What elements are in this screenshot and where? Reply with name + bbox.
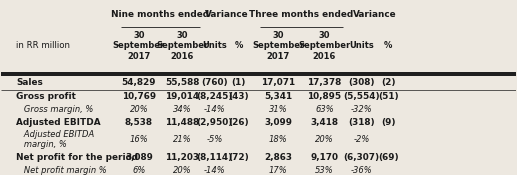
Text: 2,863: 2,863 — [264, 153, 292, 162]
Text: Variance: Variance — [353, 10, 397, 19]
Text: (760): (760) — [201, 78, 228, 87]
Text: (318): (318) — [348, 118, 375, 127]
Text: (2): (2) — [381, 78, 396, 87]
Text: (26): (26) — [229, 118, 249, 127]
Text: 30
September
2017: 30 September 2017 — [252, 31, 304, 61]
Text: Net profit margin %: Net profit margin % — [16, 166, 107, 175]
Text: 53%: 53% — [315, 166, 334, 175]
Text: 16%: 16% — [129, 135, 148, 144]
Text: %: % — [384, 41, 392, 50]
Text: 3,099: 3,099 — [264, 118, 292, 127]
Text: Gross profit: Gross profit — [16, 92, 76, 101]
Text: (8,245): (8,245) — [196, 92, 233, 101]
Text: 9,170: 9,170 — [311, 153, 339, 162]
Text: -14%: -14% — [204, 105, 225, 114]
Text: 3,089: 3,089 — [125, 153, 153, 162]
Text: 20%: 20% — [129, 105, 148, 114]
Text: Sales: Sales — [16, 78, 43, 87]
Text: (51): (51) — [378, 92, 399, 101]
Text: -32%: -32% — [351, 105, 372, 114]
Text: Variance: Variance — [205, 10, 249, 19]
Text: Units: Units — [349, 41, 374, 50]
Text: (8,114): (8,114) — [196, 153, 233, 162]
Text: (308): (308) — [348, 78, 375, 87]
Text: Adjusted EBITDA
   margin, %: Adjusted EBITDA margin, % — [16, 130, 95, 149]
Text: (9): (9) — [381, 118, 396, 127]
Text: 21%: 21% — [173, 135, 192, 144]
Text: 10,895: 10,895 — [308, 92, 342, 101]
Text: 10,769: 10,769 — [122, 92, 156, 101]
Text: 30
September
2016: 30 September 2016 — [156, 31, 208, 61]
Text: in RR million: in RR million — [16, 41, 70, 50]
Text: -2%: -2% — [354, 135, 370, 144]
Text: (1): (1) — [232, 78, 246, 87]
Text: 20%: 20% — [315, 135, 334, 144]
Text: 54,829: 54,829 — [121, 78, 156, 87]
Text: 17%: 17% — [269, 166, 287, 175]
Text: 20%: 20% — [173, 166, 192, 175]
Text: 5,341: 5,341 — [264, 92, 292, 101]
Text: Net profit for the period: Net profit for the period — [16, 153, 138, 162]
Text: 34%: 34% — [173, 105, 192, 114]
Text: 3,418: 3,418 — [311, 118, 339, 127]
Text: Three months ended: Three months ended — [249, 10, 354, 19]
Text: Nine months ended: Nine months ended — [112, 10, 209, 19]
Text: 63%: 63% — [315, 105, 334, 114]
Text: Adjusted EBITDA: Adjusted EBITDA — [16, 118, 101, 127]
Text: 11,203: 11,203 — [165, 153, 199, 162]
Text: 31%: 31% — [269, 105, 287, 114]
Text: 18%: 18% — [269, 135, 287, 144]
Text: 6%: 6% — [132, 166, 146, 175]
Text: 30
September
2017: 30 September 2017 — [113, 31, 165, 61]
Text: (69): (69) — [378, 153, 399, 162]
Text: (2,950): (2,950) — [196, 118, 233, 127]
Text: 8,538: 8,538 — [125, 118, 153, 127]
Text: Units: Units — [202, 41, 227, 50]
Text: 55,588: 55,588 — [165, 78, 200, 87]
Text: (43): (43) — [229, 92, 249, 101]
Text: (72): (72) — [229, 153, 249, 162]
Text: (6,307): (6,307) — [344, 153, 379, 162]
Text: 17,071: 17,071 — [261, 78, 295, 87]
Text: -5%: -5% — [206, 135, 223, 144]
Text: Gross margin, %: Gross margin, % — [16, 105, 94, 114]
Text: -36%: -36% — [351, 166, 372, 175]
Text: -14%: -14% — [204, 166, 225, 175]
Text: (5,554): (5,554) — [343, 92, 380, 101]
Text: 17,378: 17,378 — [308, 78, 342, 87]
Text: 19,014: 19,014 — [165, 92, 199, 101]
Text: %: % — [235, 41, 243, 50]
Text: 30
September
2016: 30 September 2016 — [298, 31, 351, 61]
Text: 11,488: 11,488 — [165, 118, 199, 127]
